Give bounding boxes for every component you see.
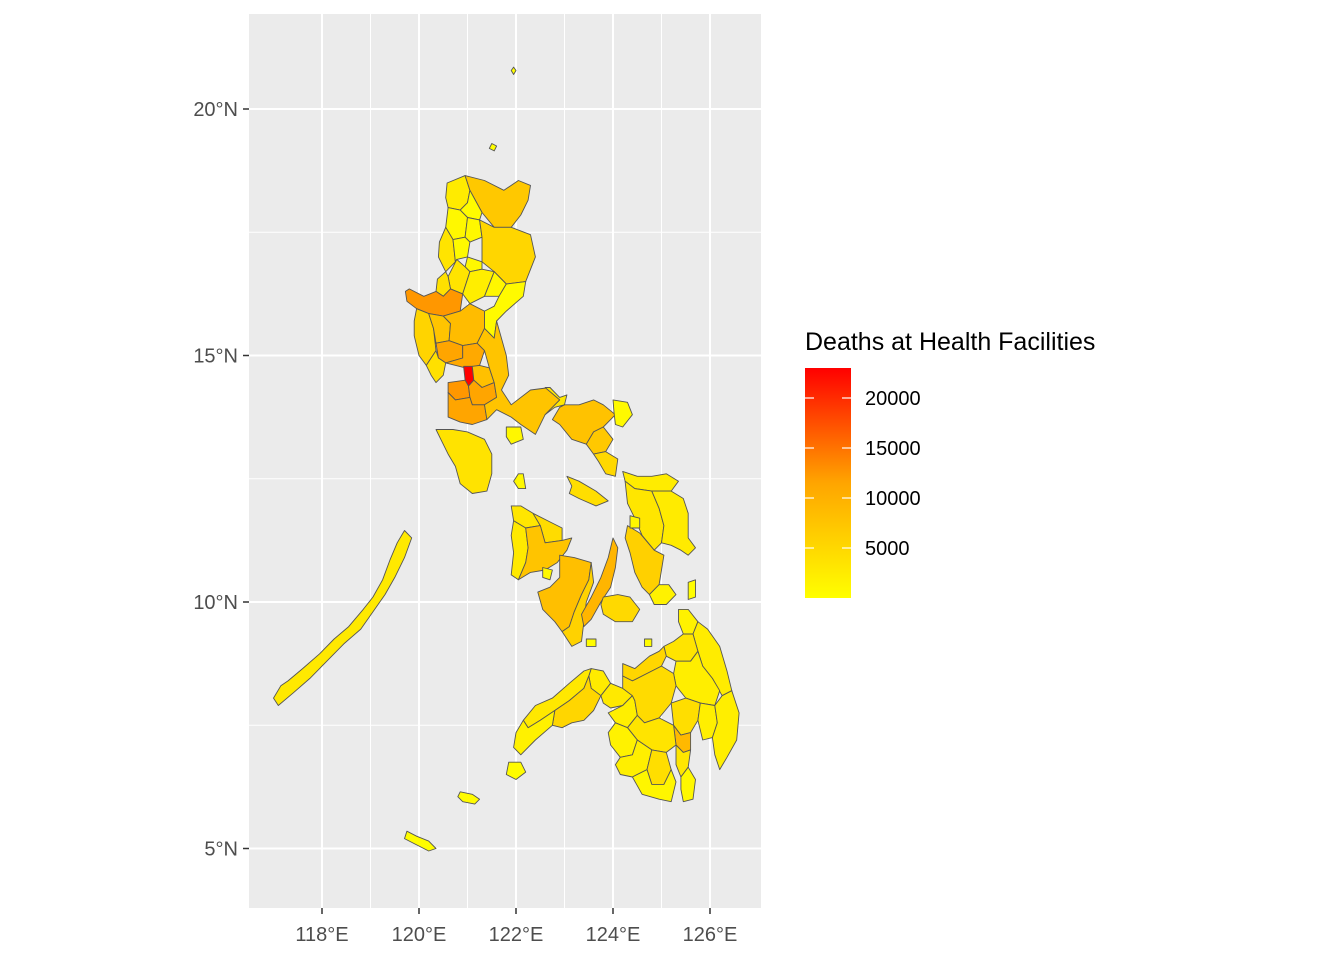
province-batanes <box>510 66 517 75</box>
province-biliran <box>629 515 641 529</box>
legend-breaks: 20000 15000 10000 5000 <box>805 388 921 560</box>
province-zamboanga-sibugay <box>513 710 556 756</box>
province-dinagat-islands <box>687 579 696 600</box>
province-palawan <box>273 530 413 706</box>
x-tick-label: 120°E <box>392 924 447 946</box>
province-negros-oriental <box>561 562 595 647</box>
province-bohol <box>600 594 641 623</box>
x-tick-label: 124°E <box>586 924 641 946</box>
legend-break-label: 10000 <box>865 488 921 510</box>
x-tick-label: 122°E <box>489 924 544 946</box>
province-sarangani <box>631 769 677 803</box>
province-babuyan-islands <box>488 143 498 152</box>
province-davao-oriental <box>711 690 740 771</box>
province-romblon <box>513 473 527 490</box>
x-tick-label: 118°E <box>295 924 348 946</box>
y-tick-label: 20°N <box>193 99 238 121</box>
province-siquijor <box>585 638 597 647</box>
province-eastern-samar <box>651 490 696 556</box>
province-southern-leyte <box>648 584 677 605</box>
axes: 118°E 120°E 122°E 124°E 126°E 5°N 10°N 15°N 20°N <box>193 99 737 946</box>
province-guimaras <box>542 567 553 581</box>
y-tick-label: 10°N <box>193 592 238 614</box>
province-sorsogon <box>593 451 619 477</box>
province-tawi-tawi <box>404 830 437 852</box>
province-davao-occidental <box>680 766 696 803</box>
province-catanduanes <box>612 399 633 428</box>
province-basilan <box>505 761 527 780</box>
province-iloilo <box>517 525 573 581</box>
legend-title: Deaths at Health Facilities <box>805 328 1095 356</box>
province-mindoro <box>435 429 493 494</box>
province-bataan <box>425 350 447 384</box>
x-tick-label: 126°E <box>683 924 738 946</box>
y-tick-label: 15°N <box>193 346 238 368</box>
legend-break-label: 5000 <box>865 538 910 560</box>
legend: Deaths at Health Facilities 20000 15000 10… <box>805 328 1095 598</box>
province-marinduque <box>505 426 524 445</box>
province-kalinga <box>464 217 483 243</box>
province-quezon <box>476 320 561 435</box>
province-cebu <box>581 537 619 628</box>
legend-break-label: 15000 <box>865 438 921 460</box>
province-sulu <box>457 791 481 805</box>
legend-colorbar <box>805 368 851 598</box>
province-masbate <box>566 475 609 507</box>
legend-break-label: 20000 <box>865 388 921 410</box>
province-polygons <box>273 66 740 852</box>
province-camiguin <box>644 638 653 647</box>
y-tick-label: 5°N <box>204 839 238 861</box>
